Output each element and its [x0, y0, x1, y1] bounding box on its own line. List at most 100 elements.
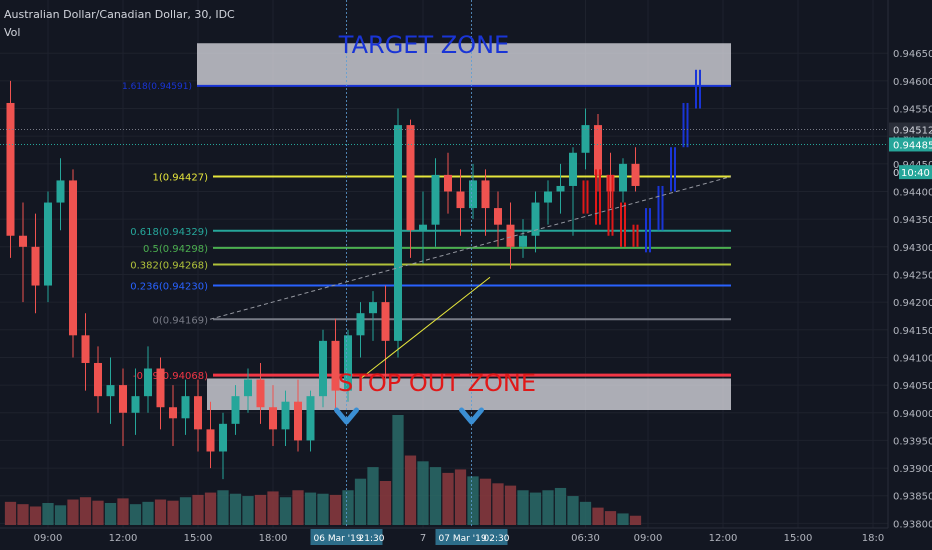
time-tick-label: 09:00 [34, 533, 63, 544]
candle-body [294, 401, 302, 441]
fib-label: 0(0.94169) [152, 315, 208, 326]
price-tick-label: 0.93850 [893, 492, 932, 503]
volume-bar [354, 478, 367, 525]
price-badge-label: 0.94512 [893, 126, 932, 137]
candle-body [544, 191, 552, 203]
candle-body [606, 174, 615, 192]
volume-bar [179, 497, 192, 525]
candle-body [169, 407, 177, 419]
volume-bar [367, 467, 379, 525]
candle-body [256, 379, 265, 408]
time-tick-label: 09:00 [634, 533, 663, 544]
volume-bar [554, 487, 567, 525]
chevron-down-icon [459, 407, 484, 425]
crosshair-time-badge [435, 529, 508, 545]
candle-body [594, 125, 602, 175]
time-tick-label: 7 [420, 533, 426, 544]
fib-label: 0.5(0.94298) [143, 244, 208, 255]
price-tick-label: 0.94600 [893, 77, 932, 88]
volume-bar [54, 505, 67, 525]
volume-bar [142, 501, 154, 525]
time-tick-label: 12:00 [709, 533, 738, 544]
time-tick-label: 15:00 [184, 533, 213, 544]
candle-body [156, 368, 165, 408]
volume-bar [254, 494, 267, 525]
volume-bar [117, 498, 129, 525]
volume-bar [404, 455, 417, 525]
volume-bar [129, 504, 142, 525]
projection-bars [582, 69, 701, 253]
volume-bar [529, 492, 542, 525]
fib-label: 0.618(0.94329) [130, 227, 208, 238]
crosshair-date-label: 07 Mar '19 [439, 534, 487, 544]
candles [6, 80, 640, 480]
fib-label: 0.382(0.94268) [130, 261, 208, 272]
price-tick-label: 0.94100 [893, 353, 932, 364]
price-tick-label: 0.93800 [893, 519, 932, 530]
volume-bar [392, 415, 404, 525]
candle-body [581, 125, 590, 153]
target-line-label: 1.618(0.94591) [122, 82, 192, 92]
price-tick-label: 0.94050 [893, 381, 932, 392]
fib-label: -0.39(0.94068) [133, 371, 208, 382]
volume-bar [604, 511, 617, 525]
candle-body [319, 340, 327, 397]
time-tick-label: 18:0 [862, 533, 884, 544]
volume-bar [329, 494, 342, 525]
candle-body [281, 401, 290, 430]
volume-bar [504, 485, 517, 525]
crosshair-time-badge [310, 529, 383, 545]
price-badge [889, 122, 932, 137]
candle-body [394, 125, 402, 341]
candle-body [144, 368, 152, 397]
volume-bar [542, 490, 554, 525]
volume-bar [442, 472, 454, 525]
candle-body [69, 180, 77, 336]
volume-bar [67, 499, 79, 525]
volume-bar [467, 476, 479, 525]
volume-bar [17, 504, 29, 525]
candle-body [269, 407, 277, 430]
chevron-down-icon [334, 407, 359, 425]
candle-body [194, 396, 202, 430]
candle-body [619, 163, 627, 192]
candle-body [181, 396, 190, 419]
volume-bar [242, 496, 254, 525]
volume-bar [4, 501, 17, 525]
price-tick-label: 0.93900 [893, 464, 932, 475]
volume-bar [517, 490, 529, 525]
time-tick-label: 18:00 [259, 533, 288, 544]
trend-line-dashed [209, 176, 732, 320]
volume-bar [217, 490, 229, 525]
price-axis-background [888, 0, 932, 550]
candle-body [119, 385, 127, 413]
price-badge-label: 0.94485 [893, 140, 932, 151]
volume-bar [417, 461, 429, 525]
fib-label: 0.236(0.94230) [130, 282, 208, 293]
candle-body [81, 335, 90, 363]
candle-body [531, 202, 540, 236]
candle-body [519, 235, 527, 247]
price-badge [889, 137, 932, 152]
volume-bars [4, 415, 642, 525]
target-zone [197, 43, 731, 86]
volume-bar [79, 497, 92, 525]
volume-bar [317, 493, 329, 525]
volume-bar [617, 513, 629, 525]
volume-bar [379, 481, 392, 525]
price-tick-label: 0.94400 [893, 187, 932, 198]
volume-bar [429, 467, 442, 525]
volume-bar [92, 500, 104, 525]
countdown-label: 10:40 [901, 168, 930, 179]
candle-body [306, 396, 315, 441]
volume-bar [304, 492, 317, 525]
time-tick-label: 15:00 [784, 533, 813, 544]
price-tick-label: 0.94250 [893, 270, 932, 281]
volume-bar [192, 494, 204, 525]
price-tick-label: 0.94300 [893, 243, 932, 254]
candle-body [481, 180, 490, 209]
candle-body [106, 385, 115, 397]
candle-body [44, 202, 52, 286]
